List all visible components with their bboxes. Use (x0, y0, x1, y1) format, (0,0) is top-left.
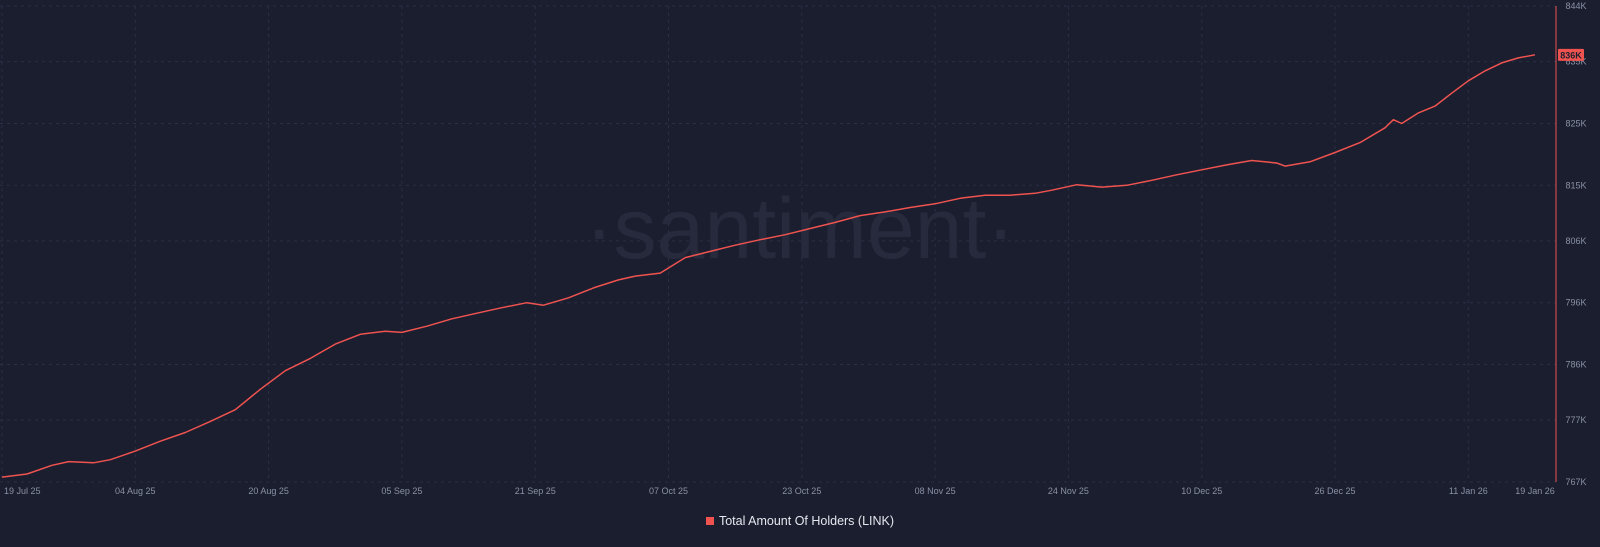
x-tick-label: 23 Oct 25 (782, 486, 821, 496)
series-layer (1, 54, 1536, 478)
y-tick-label: 806K (1565, 236, 1586, 246)
x-tick-label: 05 Sep 25 (381, 486, 422, 496)
grid (0, 5, 1556, 483)
y-tick-label: 844K (1565, 1, 1586, 11)
y-tick-label: 835K (1565, 57, 1586, 67)
legend[interactable]: Total Amount Of Holders (LINK) (0, 514, 1600, 528)
x-axis: 19 Jul 25 04 Aug 25 20 Aug 25 05 Sep 25 21 S… (4, 486, 1555, 496)
santiment-watermark: ·santiment· (585, 181, 1015, 277)
x-tick-label: 19 Jul 25 (4, 486, 41, 496)
last-value-badge-text: 836K (1560, 50, 1582, 60)
y-tick-label: 777K (1565, 415, 1586, 425)
y-tick-label: 825K (1565, 118, 1586, 128)
legend-label: Total Amount Of Holders (LINK) (718, 514, 895, 528)
x-tick-label: 26 Dec 25 (1315, 486, 1356, 496)
last-value-badge (1558, 48, 1584, 61)
x-tick-label: 11 Jan 26 (1449, 486, 1488, 496)
y-tick-label: 815K (1565, 180, 1586, 190)
last-value-badge-group: 836K (1558, 48, 1584, 61)
x-tick-label: 04 Aug 25 (115, 486, 156, 496)
y-tick-label: 767K (1565, 477, 1586, 487)
x-tick-label: 21 Sep 25 (515, 486, 556, 496)
x-tick-label: 19 Jan 26 (1515, 486, 1555, 496)
x-tick-label: 20 Aug 25 (248, 486, 289, 496)
legend-swatch (705, 517, 714, 525)
y-tick-label: 786K (1565, 360, 1586, 370)
x-tick-label: 24 Nov 25 (1048, 486, 1089, 496)
y-axis: 767K 777K 786K 796K 806K 815K 825K 835K 844K (1555, 1, 1587, 487)
x-tick-label: 10 Dec 25 (1181, 486, 1222, 496)
series-line-total-holders[interactable] (1, 54, 1536, 478)
x-tick-label: 08 Nov 25 (915, 486, 956, 496)
x-tick-label: 07 Oct 25 (649, 486, 688, 496)
y-tick-label: 796K (1565, 298, 1586, 308)
